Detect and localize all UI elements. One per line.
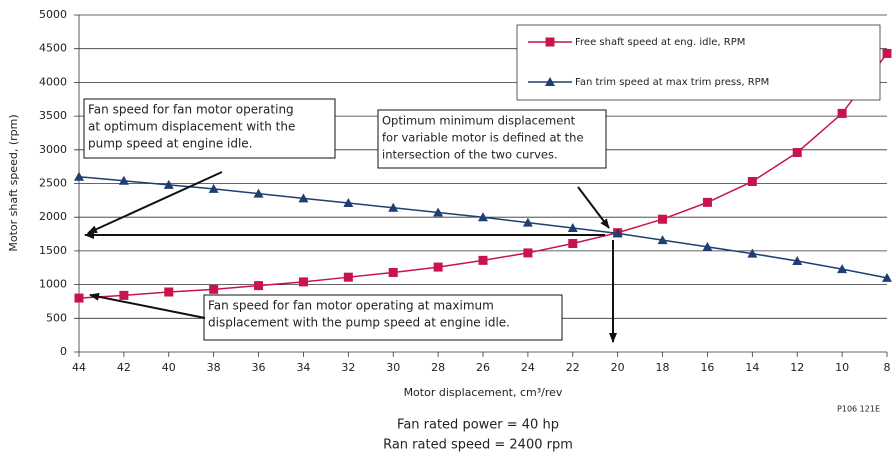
y-tick-label: 4500 [39,42,67,55]
x-tick-label: 8 [884,361,891,374]
marker [747,176,757,186]
x-tick-label: 36 [252,361,266,374]
arrow [87,171,223,234]
arrow [577,186,610,229]
x-tick-label: 34 [296,361,310,374]
marker [208,183,219,193]
marker [837,108,847,118]
x-tick-label: 42 [117,361,131,374]
marker [792,147,802,157]
marker [837,264,848,274]
note: Ran rated speed = 2400 rpm [383,438,573,453]
x-tick-label: 12 [790,361,804,374]
marker [253,188,264,198]
y-tick-label: 1000 [39,278,67,291]
marker [568,238,578,248]
y-tick-label: 500 [46,311,67,324]
x-tick-label: 10 [835,361,849,374]
marker [702,197,712,207]
marker [657,235,668,245]
annotation-text: at optimum displacement with the [88,120,295,134]
y-tick-label: 4000 [39,75,67,88]
annotation-text: Optimum minimum displacement [382,114,576,128]
marker [298,193,309,203]
x-tick-label: 26 [476,361,490,374]
marker [882,48,892,58]
x-tick-label: 32 [341,361,355,374]
figure-code: P106 121E [837,405,880,414]
marker [658,214,668,224]
marker [882,272,892,282]
marker [478,212,488,222]
x-tick-label: 24 [521,361,535,374]
legend-label: Free shaft speed at eng. idle, RPM [575,37,745,48]
marker [478,255,488,265]
y-tick-label: 0 [60,345,67,358]
x-tick-label: 40 [162,361,176,374]
legend-label: Fan trim speed at max trim press, RPM [575,77,769,88]
marker [523,248,533,258]
marker [343,272,353,282]
note: Fan rated power = 40 hp [397,418,559,433]
y-tick-label: 5000 [39,8,67,21]
y-axis-label: Motor shaft speed, (rpm) [7,114,20,251]
annotation-box [203,294,563,341]
annotation-text: Fan speed for fan motor operating at max… [208,299,494,313]
y-tick-label: 2000 [39,210,67,223]
x-tick-label: 44 [72,361,86,374]
y-tick-label: 3500 [39,109,67,122]
x-tick-label: 22 [566,361,580,374]
marker [119,290,129,300]
marker [567,222,578,232]
legend [516,24,881,101]
x-tick-label: 38 [207,361,221,374]
annotation-box [377,109,607,169]
annotation-text: Fan speed for fan motor operating [88,103,294,117]
marker [163,179,174,189]
marker [74,171,84,181]
marker [612,228,623,238]
marker [702,241,713,251]
x-tick-label: 14 [745,361,759,374]
marker [433,207,444,217]
marker [209,284,219,294]
marker [164,287,174,297]
marker [433,262,443,272]
marker [747,248,758,258]
x-tick-label: 28 [431,361,445,374]
marker [388,267,398,277]
x-axis-label: Motor displacement, cm³/rev [404,386,563,399]
marker [74,293,84,303]
x-tick-label: 20 [611,361,625,374]
x-tick-label: 16 [700,361,714,374]
marker [118,175,129,185]
y-tick-label: 2500 [39,177,67,190]
x-tick-label: 30 [386,361,400,374]
annotation-box [83,98,336,159]
marker [388,202,399,212]
y-tick-label: 3000 [39,143,67,156]
marker [298,277,308,287]
annotation-text: intersection of the two curves. [382,148,558,162]
marker [792,256,803,266]
x-tick-label: 18 [656,361,670,374]
annotation-text: pump speed at engine idle. [88,137,253,151]
y-tick-label: 1500 [39,244,67,257]
marker [254,281,264,291]
marker [522,217,533,227]
marker [545,37,555,47]
annotation-text: displacement with the pump speed at engi… [208,316,510,330]
arrow [89,292,206,319]
annotation-text: for variable motor is defined at the [382,131,584,145]
marker [545,77,555,86]
marker [343,198,354,208]
